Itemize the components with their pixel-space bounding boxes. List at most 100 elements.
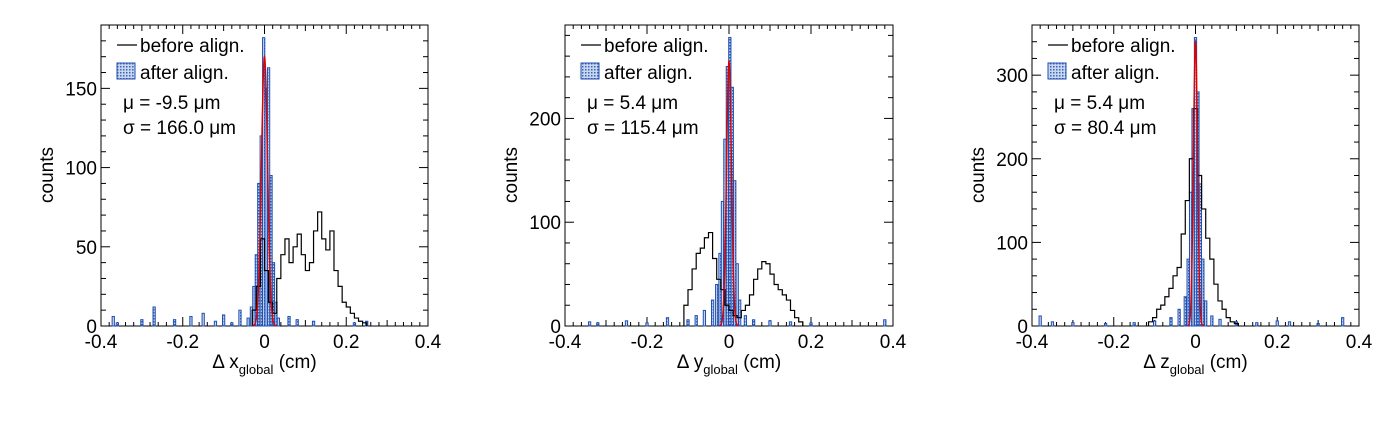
x-tick-label: 0.2	[1264, 332, 1290, 353]
after-align-bar	[743, 315, 748, 327]
after-align-bar	[246, 317, 250, 327]
after-align-bar	[1287, 321, 1292, 327]
after-align-bar	[735, 263, 739, 327]
x-axis-label-unit: (cm)	[738, 352, 781, 373]
after-align-bar	[1183, 296, 1187, 327]
after-align-bar	[276, 317, 281, 327]
after-align-bar	[1204, 300, 1208, 327]
x-tick-label: -0.4	[1016, 332, 1049, 353]
after-align-bar	[152, 306, 156, 327]
x-tick-label: -0.4	[85, 332, 118, 353]
y-tick-label: 100	[65, 159, 97, 180]
x-axis-label-unit: (cm)	[1204, 352, 1247, 373]
x-axis-label-subscript: global	[1170, 362, 1205, 377]
x-axis-label-main: Δ x	[212, 352, 239, 373]
x-tick-label: 0.2	[798, 332, 824, 353]
after-align-bar	[111, 315, 115, 327]
legend-before-label: before align.	[604, 36, 709, 57]
after-align-bar	[201, 312, 205, 327]
after-align-bar	[1169, 317, 1173, 327]
y-tick-label: 200	[529, 109, 561, 130]
after-align-bar	[172, 319, 177, 327]
x-axis-label: Δ yglobal (cm)	[677, 352, 781, 377]
after-align-bar	[1210, 315, 1214, 327]
after-align-bar	[1255, 322, 1259, 327]
after-align-bar	[287, 315, 291, 327]
after-align-bar	[788, 321, 793, 327]
x-tick-label: -0.2	[631, 332, 664, 353]
x-axis-label-main: Δ y	[677, 352, 704, 373]
after-align-bar	[222, 314, 226, 327]
x-tick-label: -0.2	[166, 332, 199, 353]
after-align-bar	[587, 321, 592, 327]
legend-after-label: after align.	[604, 63, 693, 84]
x-tick-label: 0.4	[415, 332, 442, 353]
legend-before-label: before align.	[140, 36, 245, 57]
after-align-bar	[738, 299, 742, 327]
y-tick-label: 0	[86, 317, 97, 338]
after-align-bar	[1201, 258, 1205, 327]
x-axis-label-subscript: global	[239, 362, 274, 377]
x-tick-label: 0.4	[1346, 332, 1373, 353]
mean-annotation: μ = 5.4 μm	[1054, 93, 1145, 114]
after-align-bar	[115, 322, 119, 327]
after-align-bar	[1275, 320, 1279, 327]
after-align-bar	[686, 319, 690, 327]
after-align-bar	[1218, 318, 1222, 327]
y-tick-label: 300	[996, 66, 1028, 87]
after-align-bar	[189, 315, 193, 327]
after-align-bar	[1153, 320, 1157, 327]
y-axis-label: counts	[501, 147, 522, 203]
mean-annotation: μ = -9.5 μm	[123, 93, 220, 114]
after-align-bar	[238, 309, 242, 327]
y-tick-label: 0	[550, 317, 561, 338]
after-align-bar	[295, 319, 299, 327]
after-align-bar	[140, 319, 144, 327]
after-align-bar	[715, 283, 719, 327]
after-align-bar	[645, 322, 649, 327]
after-align-bar	[230, 322, 234, 327]
after-align-bar	[352, 322, 357, 327]
y-tick-label: 100	[529, 213, 561, 234]
y-tick-label: 200	[996, 150, 1028, 171]
after-align-bar	[1177, 308, 1181, 327]
after-align-bar	[311, 320, 316, 327]
y-tick-label: 50	[76, 238, 97, 259]
after-align-bar	[1071, 322, 1075, 327]
after-align-bar	[213, 320, 218, 327]
x-tick-label: 0	[259, 332, 270, 353]
legend-after-swatch	[580, 62, 600, 80]
x-axis-label-subscript: global	[703, 362, 738, 377]
legend-after-swatch	[116, 62, 136, 80]
y-axis-label: counts	[968, 147, 989, 203]
y-tick-label: 100	[996, 233, 1028, 254]
x-tick-label: -0.4	[549, 332, 582, 353]
y-tick-label: 0	[1017, 317, 1028, 338]
after-align-bar	[768, 320, 772, 327]
x-axis-label: Δ xglobal (cm)	[212, 352, 316, 377]
histogram-panel-3: -0.4 -0.2 0 0.2 0.4 0 100 200 300 before align. af…	[968, 24, 1373, 377]
histogram-panel-2: -0.4 -0.2 0 0.2 0.4 0 100 200 before align. after…	[501, 24, 907, 377]
after-align-bar	[1038, 315, 1042, 327]
after-align-bar	[1103, 322, 1108, 327]
after-align-bar	[1341, 317, 1345, 327]
after-align-bar	[271, 262, 276, 327]
after-align-bar	[883, 319, 887, 327]
legend-after-label: after align.	[1071, 63, 1160, 84]
after-align-bar	[1050, 321, 1055, 327]
mean-annotation: μ = 5.4 μm	[587, 93, 678, 114]
after-align-bar	[694, 315, 698, 327]
y-tick-label: 150	[65, 79, 97, 100]
after-align-bar	[702, 309, 707, 327]
gaussian-fit-curve	[1187, 39, 1204, 327]
sigma-annotation: σ = 166.0 μm	[123, 118, 236, 139]
x-tick-label: 0	[724, 332, 735, 353]
after-align-bar	[665, 317, 670, 327]
after-align-bar	[751, 319, 756, 327]
x-tick-label: 0.2	[333, 332, 359, 353]
after-align-bar	[1132, 322, 1136, 327]
x-axis-label-unit: (cm)	[273, 352, 316, 373]
after-align-bar	[624, 320, 629, 327]
